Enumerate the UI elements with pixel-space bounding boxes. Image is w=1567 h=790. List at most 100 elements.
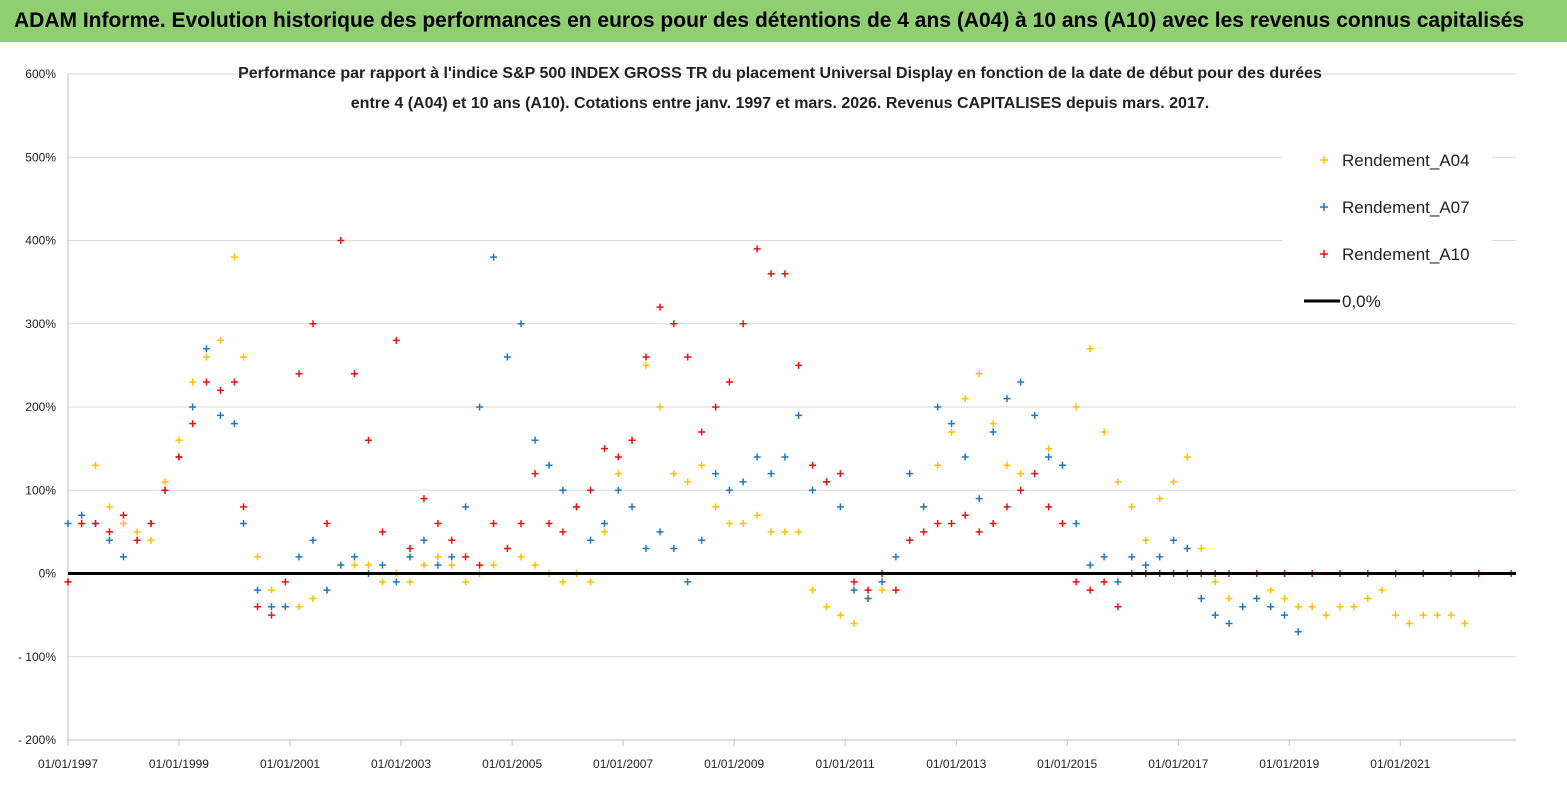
data-point <box>531 561 539 569</box>
data-point <box>587 536 595 544</box>
data-point <box>92 461 100 469</box>
data-point <box>147 520 155 528</box>
data-point <box>1058 520 1066 528</box>
data-point <box>1447 611 1455 619</box>
data-point <box>1350 603 1358 611</box>
data-point <box>934 403 942 411</box>
data-point <box>809 461 817 469</box>
data-point <box>147 536 155 544</box>
data-point <box>836 470 844 478</box>
data-point <box>989 520 997 528</box>
data-point <box>240 503 248 511</box>
data-point <box>906 536 914 544</box>
data-point <box>767 528 775 536</box>
data-point <box>323 586 331 594</box>
data-point <box>1017 470 1025 478</box>
data-point <box>781 453 789 461</box>
data-point <box>378 528 386 536</box>
data-point <box>1128 553 1136 561</box>
y-tick-label: - 100% <box>18 650 56 664</box>
data-point <box>1225 619 1233 627</box>
data-point <box>739 320 747 328</box>
data-point <box>559 578 567 586</box>
data-point <box>934 461 942 469</box>
data-point <box>656 403 664 411</box>
data-point <box>1267 603 1275 611</box>
chart-title-line-1: Performance par rapport à l'indice S&P 5… <box>238 65 1322 82</box>
data-point <box>573 503 581 511</box>
data-point <box>281 603 289 611</box>
data-point <box>216 411 224 419</box>
data-point <box>448 553 456 561</box>
data-point <box>934 520 942 528</box>
data-point <box>961 453 969 461</box>
data-point <box>975 495 983 503</box>
data-point <box>1045 445 1053 453</box>
x-tick-label: 01/01/2021 <box>1370 757 1430 771</box>
data-point <box>1461 619 1469 627</box>
legend-label: Rendement_A04 <box>1342 151 1470 170</box>
data-point <box>1183 453 1191 461</box>
data-point <box>133 528 141 536</box>
data-point <box>1003 461 1011 469</box>
data-point <box>767 470 775 478</box>
data-point <box>202 378 210 386</box>
data-point <box>406 553 414 561</box>
data-point <box>698 461 706 469</box>
data-point <box>712 503 720 511</box>
data-point <box>189 403 197 411</box>
data-point <box>1072 403 1080 411</box>
y-axis: - 200% - 100% 0% 100% 200% 300% 400% 500% 600% <box>18 67 69 747</box>
data-point <box>1211 578 1219 586</box>
legend-marker <box>1320 156 1328 164</box>
data-point <box>448 561 456 569</box>
data-point <box>892 553 900 561</box>
y-tick-label: 500% <box>25 150 56 164</box>
data-point <box>670 320 678 328</box>
data-point <box>920 503 928 511</box>
data-point <box>1114 603 1122 611</box>
data-point <box>175 453 183 461</box>
data-point <box>350 370 358 378</box>
data-point <box>64 578 72 586</box>
data-point <box>78 511 86 519</box>
data-point <box>216 386 224 394</box>
data-point <box>975 370 983 378</box>
data-point <box>189 420 197 428</box>
data-point <box>1156 495 1164 503</box>
data-point <box>948 520 956 528</box>
data-point <box>240 353 248 361</box>
data-point <box>670 470 678 478</box>
y-tick-label: 100% <box>25 483 56 497</box>
data-point <box>684 578 692 586</box>
data-point <box>175 436 183 444</box>
data-point <box>517 553 525 561</box>
data-point <box>795 411 803 419</box>
data-point <box>1156 553 1164 561</box>
data-point <box>1100 553 1108 561</box>
data-point <box>230 378 238 386</box>
data-point <box>1128 503 1136 511</box>
data-point <box>202 345 210 353</box>
data-point <box>1197 545 1205 553</box>
data-point <box>684 478 692 486</box>
data-point <box>268 603 276 611</box>
data-point <box>850 586 858 594</box>
data-point <box>1017 378 1025 386</box>
data-point <box>64 520 72 528</box>
data-point <box>1392 611 1400 619</box>
data-point <box>975 528 983 536</box>
data-point <box>628 436 636 444</box>
data-point <box>614 486 622 494</box>
data-point <box>601 520 609 528</box>
data-point <box>1294 628 1302 636</box>
chart-title-line-2: entre 4 (A04) et 10 ans (A10). Cotations… <box>351 95 1209 112</box>
data-point <box>878 586 886 594</box>
data-point <box>920 528 928 536</box>
data-point <box>1114 578 1122 586</box>
data-point <box>337 237 345 244</box>
data-point <box>642 361 650 369</box>
data-point <box>309 320 317 328</box>
data-point <box>628 503 636 511</box>
x-tick-label: 01/01/2007 <box>593 757 653 771</box>
